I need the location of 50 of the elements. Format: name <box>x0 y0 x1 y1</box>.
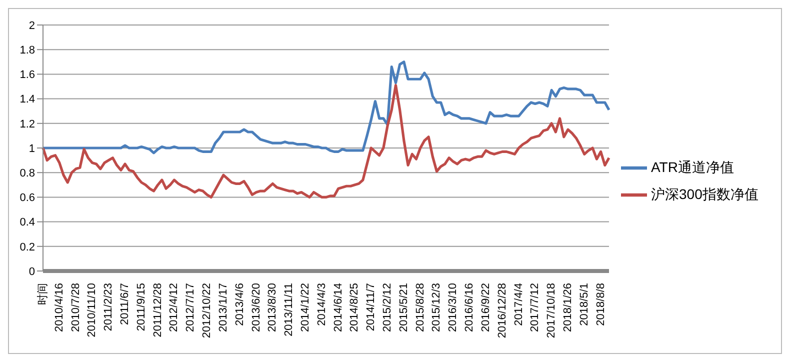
y-tick-label: 0.2 <box>20 241 35 254</box>
x-tick-label: 2016/3/10 <box>447 283 460 332</box>
x-tick-label: 2010/7/28 <box>70 283 82 332</box>
y-tick-label: 1.4 <box>20 94 35 106</box>
y-tick-label: 1 <box>28 142 35 155</box>
x-tick-label: 2015/2/12 <box>382 283 394 332</box>
x-tick-label: 2012/7/17 <box>184 283 197 332</box>
y-tick-label: 0.4 <box>20 216 35 229</box>
line-series <box>42 84 610 198</box>
legend-label: ATR通道净值 <box>651 158 734 175</box>
y-tick-label: 0 <box>28 266 35 278</box>
legend-label: 沪深300指数净值 <box>651 186 758 202</box>
x-tick-label: 2014/11/7 <box>365 283 378 332</box>
x-tick-label: 2017/7/12 <box>529 283 542 332</box>
x-tick-label: 2013/1/17 <box>217 283 230 332</box>
x-tick-label: 2014/8/25 <box>348 283 361 332</box>
y-tick-label: 1.2 <box>20 118 35 130</box>
x-tick-label: 2012/10/22 <box>201 283 214 338</box>
x-tick-label: 2011/9/15 <box>135 283 148 332</box>
x-tick-label: 时间 <box>36 283 49 305</box>
x-tick-label: 2010/11/10 <box>86 283 98 338</box>
x-tick-label: 2014/1/22 <box>299 283 312 332</box>
x-tick-label: 2015/5/21 <box>398 283 410 332</box>
x-tick-label: 2015/8/28 <box>414 283 426 332</box>
x-tick-label: 2017/4/4 <box>512 283 525 326</box>
x-tick-label: 2013/6/20 <box>250 283 262 332</box>
x-tick-label: 2016/6/16 <box>464 283 476 332</box>
y-tick-label: 0.6 <box>20 192 35 204</box>
line-series <box>42 60 610 154</box>
x-tick-label: 2011/12/28 <box>152 283 164 338</box>
y-tick-label: 1.8 <box>20 44 35 57</box>
y-tick-label: 0.8 <box>20 168 35 180</box>
x-tick-label: 2012/4/12 <box>168 283 180 332</box>
x-tick-label: 2013/4/6 <box>234 283 246 326</box>
x-tick-label: 2013/8/30 <box>266 283 279 332</box>
x-tick-label: 2013/11/11 <box>283 283 296 336</box>
x-tick-label: 2010/4/16 <box>53 283 66 332</box>
x-tick-label: 2017/10/18 <box>546 283 558 338</box>
x-tick-label: 2018/1/26 <box>562 283 574 332</box>
x-tick-label: 2016/9/22 <box>480 283 492 332</box>
x-tick-label: 2018/5/1 <box>578 283 590 326</box>
y-tick-label: 1.6 <box>20 69 35 82</box>
x-tick-label: 2018/8/8 <box>594 283 607 326</box>
x-tick-label: 2014/6/14 <box>332 283 344 332</box>
x-tick-label: 2011/2/23 <box>102 283 115 332</box>
x-tick-label: 2015/12/3 <box>430 283 443 332</box>
x-tick-label: 2016/12/28 <box>496 283 508 338</box>
y-tick-label: 2 <box>28 20 35 32</box>
x-tick-label: 2011/6/7 <box>119 283 132 326</box>
x-tick-label: 2014/4/3 <box>316 283 328 326</box>
